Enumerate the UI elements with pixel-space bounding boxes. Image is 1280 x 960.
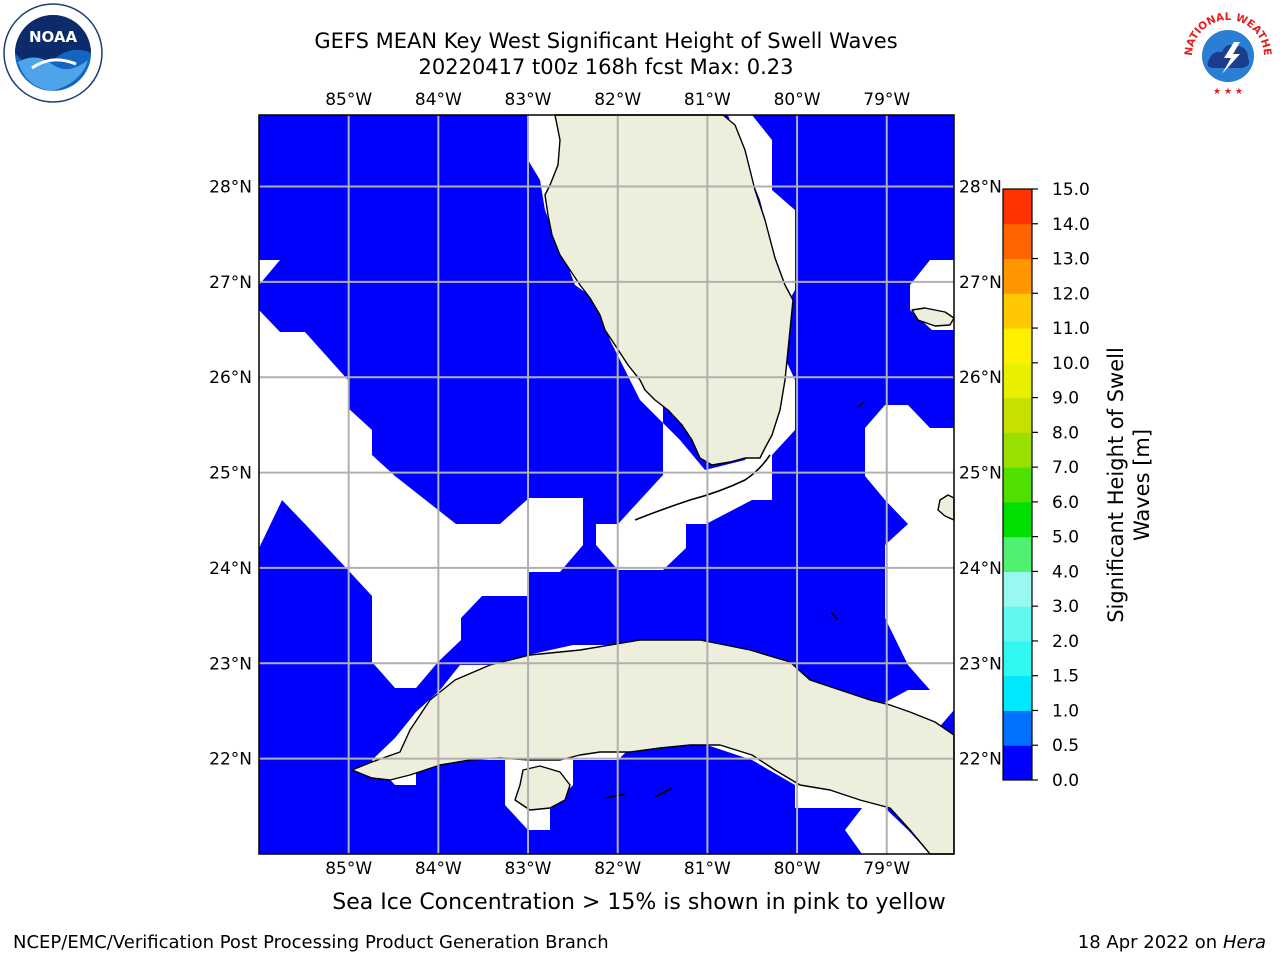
colorbar-tick-label: 6.0 [1052,493,1079,513]
colorbar-band [1003,536,1032,572]
colorbar-tick-label: 0.0 [1052,771,1079,791]
grand-bahama [911,307,955,327]
colorbar-tick-label: 10.0 [1052,354,1090,374]
colorbar-tick-label: 9.0 [1052,389,1079,409]
lon-tick-label: 79°W [863,859,910,879]
no-data-region-gulf-west [259,310,583,688]
sea-ice-caption: Sea Ice Concentration > 15% is shown in … [332,890,946,915]
noaa-logo-text: NOAA [29,28,78,46]
florida-keys [604,401,865,799]
colorbar-band [1003,397,1032,433]
colorbar-band [1003,467,1032,503]
lon-tick-label: 81°W [684,859,731,879]
colorbar-tick-label: 4.0 [1052,562,1079,582]
map-frame [258,114,955,855]
footer-date: 18 Apr 2022 on Hera [1078,932,1266,953]
colorbar-tick-label: 0.5 [1052,736,1079,756]
lat-tick-label: 24°N [209,559,252,579]
colorbar-band [1003,745,1032,781]
lon-tick-label: 85°W [325,859,372,879]
colorbar-band [1003,293,1032,329]
colorbar-band [1003,675,1032,711]
noaa-logo: NOAA [3,3,103,103]
colorbar-label-line2: Waves [m] [1130,429,1154,541]
cuba-landmass [351,639,955,855]
colorbar-tick-label: 15.0 [1052,180,1090,200]
footer-date-text: 18 Apr 2022 on [1077,932,1218,953]
colorbar-tick-label: 7.0 [1052,458,1079,478]
lat-tick-label-right: 24°N [959,559,1002,579]
colorbar-tick-label: 1.5 [1052,667,1079,687]
colorbar-band [1003,640,1032,677]
colorbar-band [1003,432,1032,468]
colorbar-tick-label: 12.0 [1052,284,1090,304]
no-data-region-florida-west [528,115,795,570]
lat-tick-label-right: 27°N [959,273,1002,293]
lon-tick-label: 83°W [505,859,552,879]
lat-tick-label: 25°N [209,464,252,484]
lon-tick-label: 79°W [863,90,910,110]
svg-text:★ ★ ★: ★ ★ ★ [1213,87,1243,97]
colorbar-tick-label: 13.0 [1052,250,1090,270]
lat-tick-label: 28°N [209,178,252,198]
lon-tick-label: 80°W [774,90,821,110]
lat-tick-label: 26°N [209,368,252,388]
colorbar-band [1003,362,1032,399]
colorbar-tick-label: 1.0 [1052,701,1079,721]
lon-tick-label: 84°W [415,90,462,110]
footer-host: Hera [1222,932,1266,953]
colorbar-band [1003,571,1032,607]
colorbar-tick-label: 11.0 [1052,319,1090,339]
no-data-region-west-edge [259,355,282,548]
footer-organization: NCEP/EMC/Verification Post Processing Pr… [13,932,609,953]
lon-tick-label: 82°W [594,90,641,110]
colorbar-tick-label: 14.0 [1052,215,1090,235]
colorbar-band [1003,710,1032,746]
nws-logo: NATIONAL WEATHER SERVICE ★ ★ ★ [1178,2,1275,99]
lon-tick-label: 85°W [325,90,372,110]
colorbar-band [1003,501,1032,538]
no-data-region-southwest [259,260,280,285]
lat-tick-label-right: 26°N [959,368,1002,388]
lat-tick-label-right: 23°N [959,654,1002,674]
colorbar-tick-label: 2.0 [1052,632,1079,652]
lat-tick-label-right: 28°N [959,178,1002,198]
lat-tick-label: 27°N [209,273,252,293]
chart-title-line2: 20220417 t00z 168h fcst Max: 0.23 [418,55,794,79]
lat-tick-label-right: 22°N [959,750,1002,770]
chart-title-line1: GEFS MEAN Key West Significant Height of… [314,29,898,53]
colorbar-band [1003,258,1032,294]
colorbar-band [1003,328,1032,364]
colorbar-tick-label: 5.0 [1052,528,1079,548]
lon-tick-label: 81°W [684,90,731,110]
lon-tick-label: 82°W [594,859,641,879]
lon-tick-label: 84°W [415,859,462,879]
colorbar-band [1003,223,1032,260]
colorbar-band [1003,189,1032,225]
lon-tick-label: 80°W [774,859,821,879]
colorbar-frame [1002,188,1033,781]
colorbar-tick-label: 3.0 [1052,597,1079,617]
colorbar-label-line1: Significant Height of Swell [1104,347,1128,623]
colorbar-band [1003,606,1032,642]
colorbar-tick-label: 8.0 [1052,423,1079,443]
lon-tick-label: 83°W [505,90,552,110]
lat-tick-label-right: 25°N [959,464,1002,484]
lat-tick-label: 23°N [209,654,252,674]
lat-tick-label: 22°N [209,750,252,770]
